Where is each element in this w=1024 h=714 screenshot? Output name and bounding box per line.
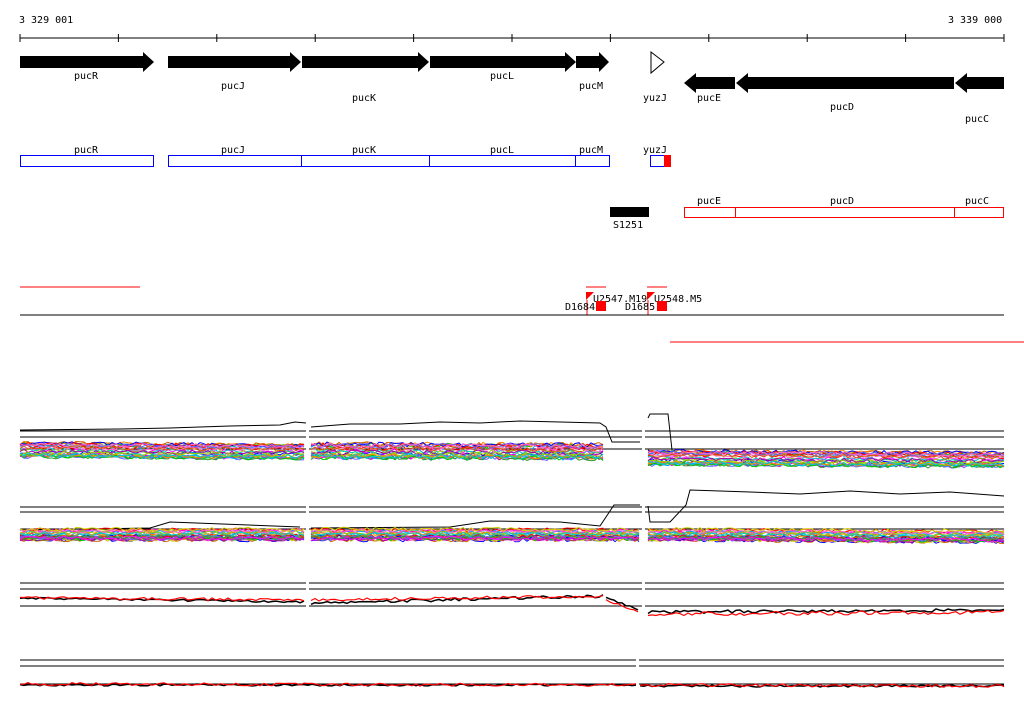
marker-track: U2547.M19 U2548.M5 D1684 D1685: [20, 286, 1024, 343]
panel-1-top-trace: [19, 413, 673, 451]
gene-arrow-pucR[interactable]: [20, 52, 154, 72]
operon-box-pucD[interactable]: [735, 207, 955, 218]
expression-trace: [19, 595, 1005, 617]
marker-flag-U2548[interactable]: [647, 292, 655, 300]
expression-panel-3: [19, 582, 1005, 617]
operon-box-pucC[interactable]: [954, 207, 1004, 218]
profile-gap: [306, 425, 309, 470]
expression-trace: [19, 681, 1005, 688]
gene-label-pucE: pucE: [697, 93, 721, 104]
coordinate-ruler: 3 329 001 3 339 000: [19, 15, 1005, 42]
gene-arrow-pucJ[interactable]: [168, 52, 301, 72]
operon-box-pucR[interactable]: [20, 155, 154, 167]
marker-box-D1684[interactable]: [596, 301, 606, 311]
operon-box-pucK[interactable]: [301, 155, 430, 167]
feature-track: S1251: [610, 207, 649, 231]
gene-arrow-pucL[interactable]: [430, 52, 576, 72]
gene-label-pucK: pucK: [352, 93, 376, 104]
gene-label-pucC: pucC: [965, 114, 989, 125]
operon-label-pucE: pucE: [697, 196, 721, 207]
feature-box-S1251[interactable]: [610, 207, 649, 217]
marker-label-D1685: D1685: [625, 302, 655, 313]
operon-label-pucJ: pucJ: [221, 145, 245, 156]
marker-box-D1685[interactable]: [657, 301, 667, 311]
operon-label-pucR: pucR: [74, 145, 99, 156]
operon-label-pucC: pucC: [965, 196, 989, 207]
expression-panel-2: [19, 489, 1005, 545]
operon-box-pucE[interactable]: [684, 207, 736, 218]
marker-label-D1684: D1684: [565, 302, 595, 313]
operon-box-yuzJ-red-end: [664, 155, 671, 167]
gene-arrow-pucD[interactable]: [736, 73, 954, 93]
forward-operon-track: pucR pucJ pucK pucL pucM yuzJ: [20, 145, 671, 167]
gene-label-pucL: pucL: [490, 71, 514, 82]
expression-panel-1: [19, 413, 1005, 469]
gene-label-pucR: pucR: [74, 71, 99, 82]
expression-trace: [19, 683, 1005, 688]
profile-gap: [306, 580, 309, 615]
marker-label-U2548: U2548.M5: [654, 294, 702, 305]
reverse-operon-track: pucE pucD pucC: [684, 196, 1004, 218]
operon-label-pucL: pucL: [490, 145, 514, 156]
panel-2-top-trace: [19, 489, 1005, 531]
ruler-ticks: [19, 34, 1005, 42]
operon-box-pucM[interactable]: [575, 155, 610, 167]
gene-arrow-pucE[interactable]: [684, 73, 735, 93]
expression-panel-4: [19, 659, 1005, 688]
gene-track: pucR pucJ pucK pucL pucM yuzJ pucE pucD …: [20, 50, 1004, 125]
profile-gap: [306, 500, 309, 545]
marker-label-U2547: U2547.M19: [593, 294, 647, 305]
gene-label-yuzJ: yuzJ: [643, 93, 667, 104]
expression-trace: [19, 535, 1005, 543]
profile-gap: [636, 655, 639, 695]
gene-label-pucD: pucD: [830, 102, 854, 113]
profile-gap: [642, 420, 645, 470]
operon-box-pucJ[interactable]: [168, 155, 302, 167]
profile-gaps: [306, 420, 645, 695]
profile-gap: [642, 500, 645, 545]
gene-arrow-pucK[interactable]: [302, 52, 429, 72]
operon-box-yuzJ[interactable]: [650, 155, 665, 167]
gene-arrow-pucM[interactable]: [576, 52, 609, 72]
expression-trace: [19, 452, 1005, 467]
operon-label-pucD: pucD: [830, 196, 854, 207]
ruler-start-label: 3 329 001: [19, 15, 73, 26]
profile-gap: [642, 580, 645, 620]
operon-label-pucK: pucK: [352, 145, 376, 156]
gene-label-pucJ: pucJ: [221, 81, 245, 92]
gene-arrow-pucC[interactable]: [955, 73, 1004, 93]
expression-trace: [19, 530, 1005, 538]
operon-label-pucM: pucM: [579, 145, 603, 156]
ruler-end-label: 3 339 000: [948, 15, 1002, 26]
expression-trace: [19, 526, 1005, 534]
gene-arrow-yuzJ[interactable]: [650, 50, 665, 75]
marker-flag-U2547[interactable]: [586, 292, 594, 300]
expression-trace: [19, 442, 1005, 457]
operon-label-yuzJ: yuzJ: [643, 145, 667, 156]
feature-label-S1251: S1251: [613, 220, 643, 231]
gene-label-pucM: pucM: [579, 81, 603, 92]
operon-box-pucL[interactable]: [429, 155, 576, 167]
